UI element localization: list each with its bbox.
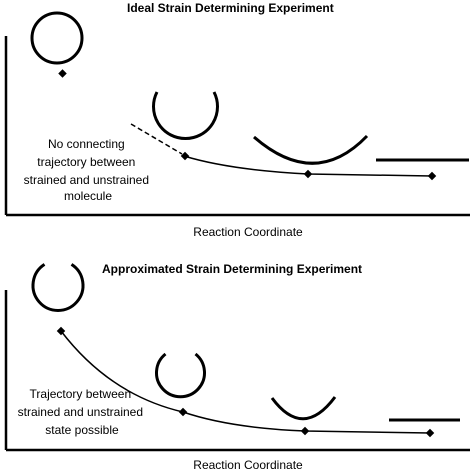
ideal-note-line-3: strained and unstrained: [24, 173, 149, 187]
ideal-note-line-2: trajectory between: [37, 155, 135, 169]
ideal-wide-arc-molecule: [253, 134, 369, 165]
ideal-note-line-4: molecule: [64, 189, 112, 203]
ideal-x-axis-label: Reaction Coordinate: [193, 225, 303, 239]
approx-open-ring-molecule: [31, 263, 85, 312]
ideal-strained-u-molecule: [152, 91, 219, 141]
ideal-panel-title: Ideal Strain Determining Experiment: [127, 1, 334, 15]
approx-panel: Approximated Strain Determining Experime…: [4, 262, 470, 472]
approx-note-line-1: Trajectory between: [30, 387, 132, 401]
ideal-note-line-1: No connecting: [48, 137, 125, 151]
approx-point-1: [56, 326, 66, 336]
ideal-point-2: [303, 169, 313, 179]
approx-point-4: [425, 428, 435, 438]
approx-note-line-2: strained and unstrained: [18, 405, 143, 419]
ideal-panel: Ideal Strain Determining Experiment No c…: [4, 1, 470, 239]
approx-shallow-u-molecule: [270, 396, 337, 421]
approx-x-axis-label: Reaction Coordinate: [193, 458, 303, 472]
ideal-closed-ring-molecule: [30, 11, 84, 65]
ideal-ring-energy-marker: [58, 69, 67, 78]
approx-point-2: [178, 407, 188, 417]
approx-panel-title: Approximated Strain Determining Experime…: [102, 262, 362, 276]
approx-point-3: [300, 426, 310, 436]
approx-strained-u-molecule: [155, 352, 206, 399]
ideal-point-3: [427, 171, 437, 181]
approx-note-line-3: state possible: [45, 423, 119, 437]
ideal-energy-curve: [183, 155, 433, 177]
approx-note: Trajectory between strained and unstrain…: [18, 387, 147, 437]
ideal-dashed-gap: [130, 123, 183, 155]
ideal-note: No connecting trajectory between straine…: [24, 137, 153, 203]
ideal-point-1: [180, 151, 190, 161]
